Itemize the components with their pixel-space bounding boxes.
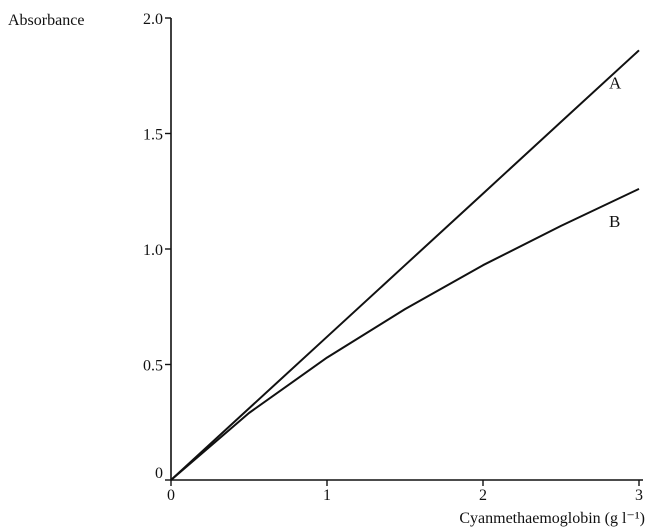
x-tick-group: 0 1 2 3	[167, 480, 643, 504]
series-label-group: AB	[609, 73, 622, 231]
x-axis-label: Cyanmethaemoglobin (g l⁻¹)	[459, 510, 645, 527]
series-group	[170, 49, 640, 481]
x-tick-label: 1	[323, 487, 331, 504]
y-axis-label: Absorbance	[8, 12, 84, 29]
series-line-b	[170, 187, 640, 481]
y-tick-label: 2.0	[143, 11, 163, 28]
x-tick-label: 2	[479, 487, 487, 504]
x-tick-label: 3	[635, 487, 643, 504]
y-tick-label: 0.5	[143, 358, 163, 375]
y-tick-label: 1.5	[143, 127, 163, 144]
y-tick-label: 0	[155, 465, 163, 482]
x-tick-label: 0	[167, 487, 175, 504]
series-line-a	[170, 49, 640, 481]
series-label-a: A	[609, 73, 622, 92]
y-tick-label: 1.0	[143, 242, 163, 259]
series-label-b: B	[609, 212, 620, 231]
y-tick-group: 0 0.5 1.0 1.5 2.0	[143, 11, 171, 482]
